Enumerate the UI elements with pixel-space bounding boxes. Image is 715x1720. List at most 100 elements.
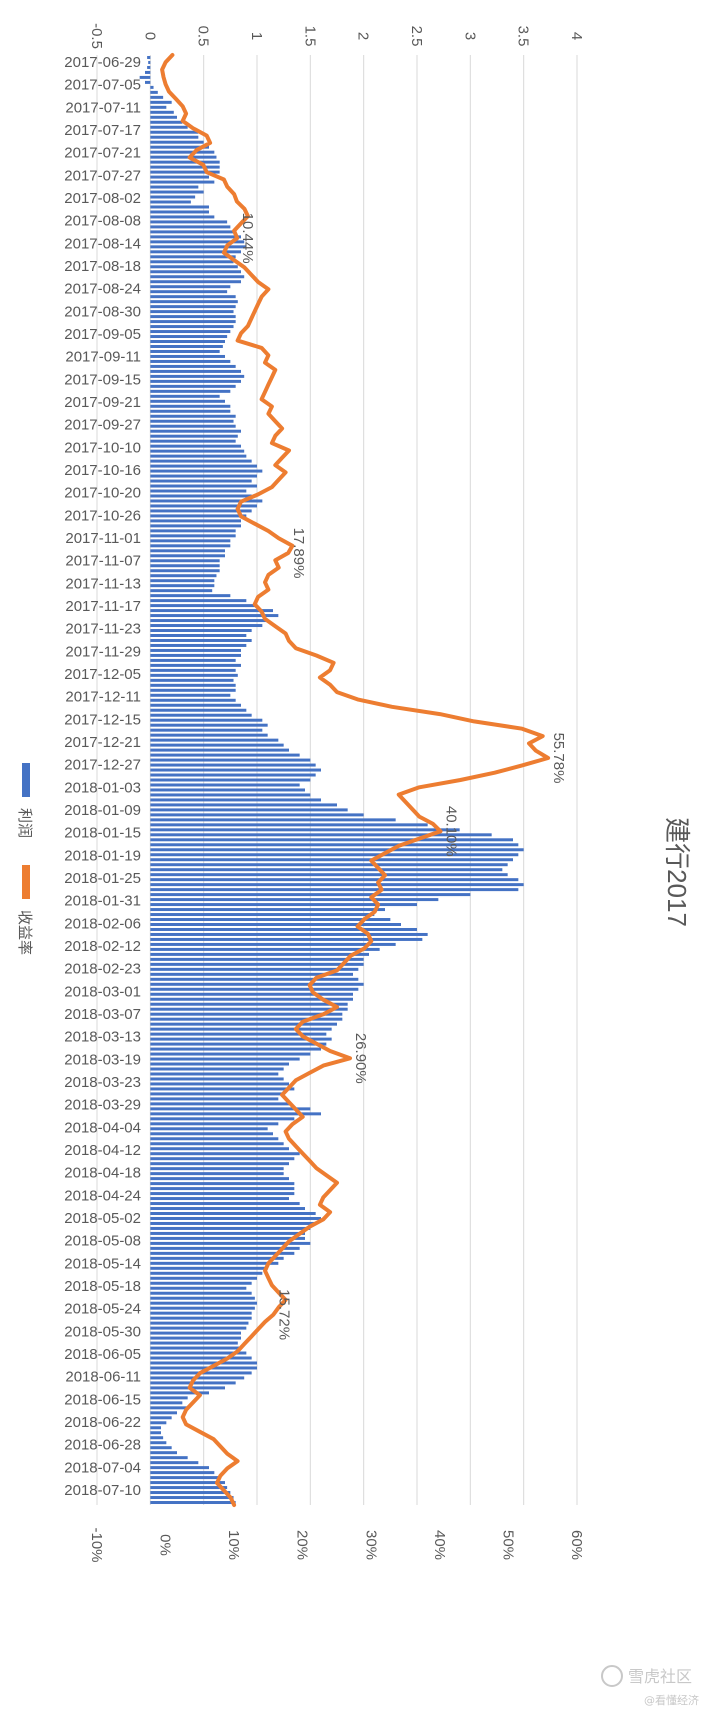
profit-bar: [150, 1496, 234, 1500]
profit-bar: [150, 1261, 279, 1265]
profit-bar: [150, 1296, 255, 1300]
bottom-axis-tick-label: 30%: [362, 1530, 379, 1560]
profit-bar: [150, 957, 364, 961]
profit-bar: [150, 808, 348, 812]
profit-bar: [150, 175, 209, 179]
profit-bar: [150, 1246, 300, 1250]
profit-bar: [150, 484, 257, 488]
profit-bar: [150, 604, 257, 608]
profit-bar: [150, 987, 359, 991]
category-label: 2017-11-17: [65, 598, 141, 615]
profit-bar: [150, 923, 401, 926]
bottom-axis-tick-label: 40%: [431, 1530, 448, 1560]
category-label: 2018-05-02: [64, 1210, 141, 1227]
profit-bar: [150, 1067, 284, 1071]
profit-bar: [150, 1421, 167, 1425]
profit-bar: [150, 614, 279, 618]
profit-bar: [150, 290, 228, 294]
legend-swatch-profit: [22, 763, 30, 797]
profit-bar: [150, 918, 391, 922]
profit-bar: [148, 60, 151, 64]
profit-bar: [150, 1346, 241, 1350]
profit-bar: [150, 1366, 257, 1370]
profit-bar: [150, 1491, 231, 1495]
profit-bar: [150, 858, 514, 862]
profit-bar: [150, 643, 247, 647]
profit-bar: [150, 1142, 284, 1146]
top-axis-tick-label: 0: [141, 32, 158, 40]
profit-bar: [150, 599, 247, 603]
profit-bar: [150, 962, 364, 966]
category-label: 2017-10-20: [64, 485, 141, 502]
profit-bar: [150, 250, 241, 254]
profit-bar: [150, 255, 236, 259]
category-label: 2017-11-01: [65, 530, 141, 547]
profit-bar: [150, 1481, 225, 1485]
profit-bar: [150, 1182, 295, 1186]
profit-bar: [150, 778, 311, 782]
profit-bar: [150, 818, 396, 822]
profit-bars: [139, 55, 524, 1505]
category-label: 2017-09-15: [64, 371, 141, 388]
profit-bar: [150, 519, 241, 523]
category-label: 2017-09-05: [64, 326, 141, 343]
profit-bar: [150, 1172, 284, 1176]
profit-bar: [150, 952, 369, 956]
profit-bar: [139, 75, 151, 79]
category-label: 2018-04-04: [64, 1119, 141, 1136]
profit-bar: [150, 683, 236, 687]
profit-bar: [150, 698, 236, 702]
profit-bar: [150, 1286, 247, 1290]
profit-bar: [150, 205, 209, 209]
profit-bar: [150, 589, 213, 593]
profit-bar: [150, 240, 245, 244]
profit-bar: [150, 708, 247, 712]
profit-bar: [150, 310, 234, 314]
profit-bar: [150, 942, 396, 946]
profit-bar: [150, 888, 519, 892]
category-label: 2017-11-29: [65, 643, 141, 660]
category-label: 2018-01-15: [64, 825, 141, 842]
profit-bar: [150, 1486, 228, 1490]
category-label: 2017-08-02: [64, 190, 141, 207]
profit-bar: [150, 369, 241, 373]
profit-bar: [150, 1356, 252, 1360]
profit-bar: [150, 843, 519, 847]
profit-bar: [150, 838, 514, 842]
top-axis-tick-label: 3.5: [515, 26, 532, 47]
profit-bar: [150, 215, 215, 219]
top-axis-tick-label: 4: [568, 32, 585, 40]
profit-bar: [150, 1157, 295, 1161]
profit-bar: [150, 1072, 279, 1076]
category-label: 2018-01-09: [64, 802, 141, 819]
category-label: 2018-03-29: [64, 1097, 141, 1114]
profit-bar: [150, 793, 311, 797]
profit-bar: [150, 798, 321, 802]
profit-bar: [150, 359, 231, 363]
profit-bar: [150, 1197, 289, 1201]
bottom-axis-tick-label: -10%: [88, 1527, 105, 1562]
profit-bar: [150, 374, 245, 378]
profit-bar: [150, 1401, 183, 1405]
profit-bar: [150, 663, 241, 667]
category-label: 2017-11-23: [65, 621, 141, 638]
profit-bar: [150, 1077, 284, 1081]
watermark-line2: @看懂经济: [644, 1693, 699, 1707]
profit-bar: [150, 833, 492, 837]
profit-bar: [150, 1416, 172, 1420]
profit-bar: [150, 1012, 343, 1016]
profit-bar: [150, 1082, 289, 1086]
profit-bar: [150, 1017, 343, 1021]
profit-bar: [150, 579, 215, 583]
profit-bar: [150, 160, 220, 164]
profit-bar: [150, 703, 241, 707]
profit-bar: [150, 733, 268, 737]
category-label: 2018-05-24: [64, 1301, 141, 1318]
profit-bar: [150, 1301, 257, 1305]
profit-bar: [150, 479, 252, 483]
category-label: 2018-03-07: [64, 1006, 141, 1023]
profit-bar: [150, 1471, 215, 1475]
profit-bar: [150, 1137, 279, 1141]
data-annotations: 10.44% 17.89% 55.78% 40.10% 26.90% 15.72%: [239, 213, 567, 1340]
profit-bar: [150, 898, 439, 902]
